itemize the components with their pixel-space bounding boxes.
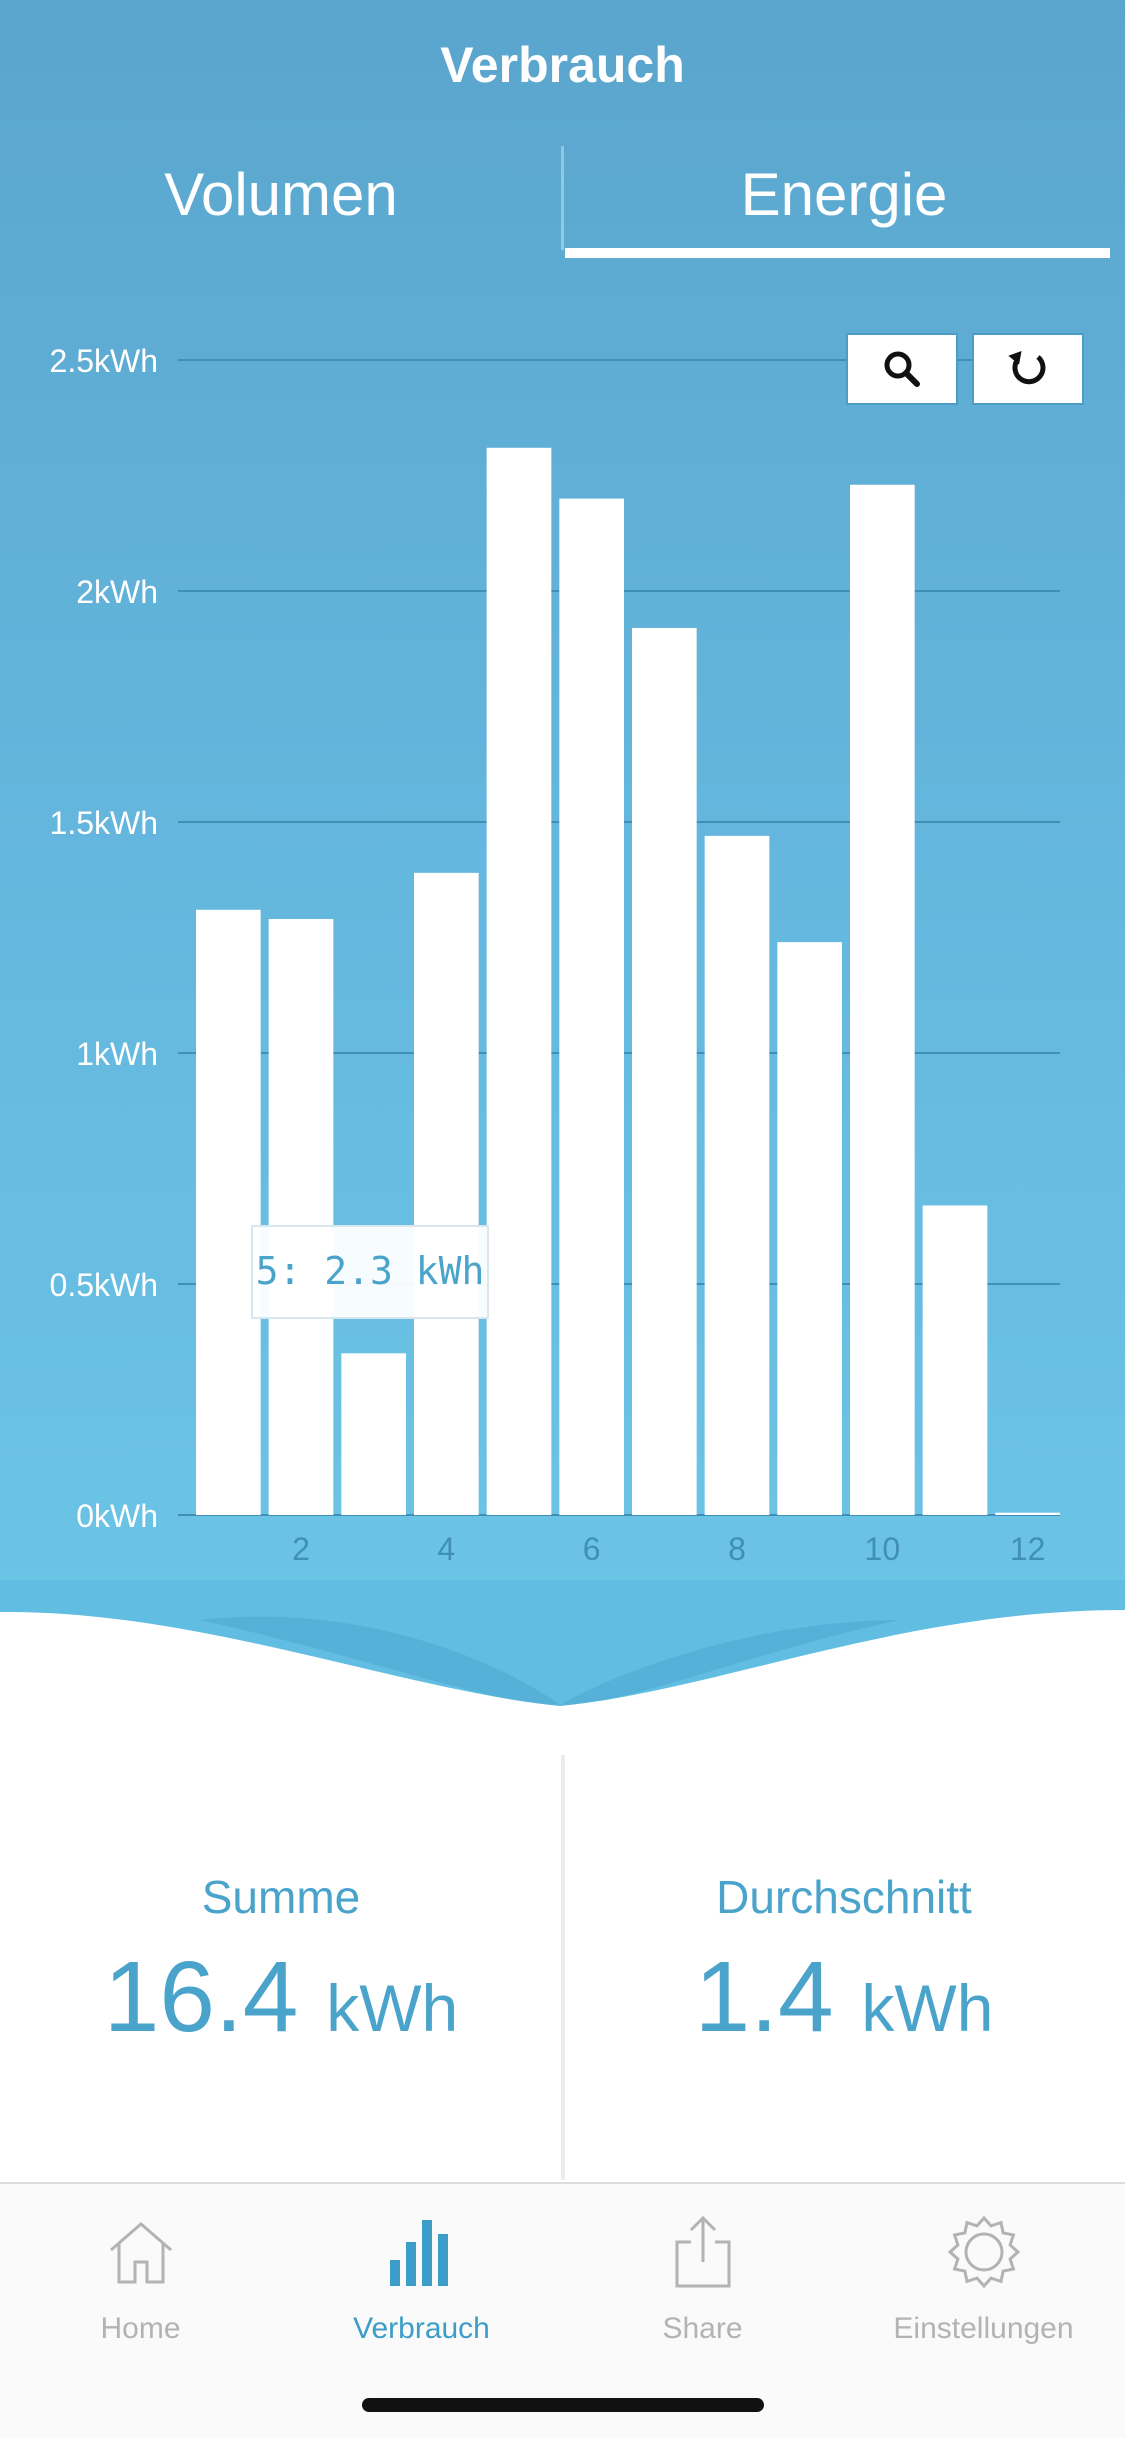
bar [850, 484, 915, 1515]
y-tick-label: 2.5kWh [50, 343, 158, 379]
average-label: Durchschnitt [716, 1871, 972, 1923]
tabbar-label-verbrauch: Verbrauch [353, 2312, 490, 2345]
bar [341, 1353, 406, 1515]
tab-volumen[interactable]: Volumen [164, 161, 398, 228]
y-tick-label: 1.5kWh [50, 805, 158, 841]
x-tick-label: 4 [437, 1531, 455, 1567]
home-icon [110, 2222, 172, 2284]
y-tick-label: 1kWh [76, 1036, 158, 1072]
tabbar-label-home: Home [100, 2312, 181, 2345]
zoom-button[interactable] [846, 333, 958, 405]
bar [268, 919, 334, 1515]
y-tick-label: 2kWh [76, 574, 158, 610]
gear-center [964, 2232, 1004, 2272]
bar [559, 498, 624, 1516]
bar [414, 872, 479, 1515]
x-tick-label: 12 [1010, 1531, 1046, 1567]
active-tab-indicator [565, 248, 1110, 258]
bottom-tab-bar: Home Verbrauch Share Einstellungen [0, 2182, 1125, 2438]
page-title: Verbrauch [440, 37, 685, 93]
average-number: 1.4 [694, 1941, 834, 2053]
chart-tooltip: 5: 2.3 kWh [251, 1225, 489, 1319]
home-indicator [362, 2398, 764, 2412]
summary-section: Summe 16.4 kWh Durchschnitt 1.4 kWh [0, 1740, 1125, 2180]
search-icon [884, 351, 920, 387]
chart-panel: Verbrauch Volumen Energie 0kWh 0.5kWh 1kWh… [0, 0, 1125, 1720]
reset-zoom-button[interactable] [972, 333, 1084, 405]
bar [704, 835, 770, 1515]
tabbar-label-share: Share [662, 2312, 743, 2345]
energy-bar-chart: 0kWh 0.5kWh 1kWh 1.5kWh 2kWh 2.5kWh 2 4 6 8 10 12 5:… [50, 343, 1060, 1567]
average-unit: kWh [861, 1971, 994, 2045]
y-tick-label: 0kWh [76, 1498, 158, 1534]
tabbar-item-einstellungen[interactable]: Einstellungen [843, 2204, 1124, 2345]
sum-unit: kWh [326, 1971, 459, 2045]
bar [196, 909, 261, 1515]
refresh-icon [1008, 350, 1046, 385]
tabbar-label-einstellungen: Einstellungen [893, 2312, 1074, 2345]
wave-divider [0, 1580, 1125, 1730]
bar-chart-icon [390, 2220, 448, 2286]
bar [777, 942, 842, 1515]
sum-number: 16.4 [103, 1941, 299, 2053]
average-value: 1.4 kWh [563, 1940, 1125, 2055]
tooltip-box [251, 1225, 489, 1319]
sum-value: 16.4 kWh [0, 1940, 562, 2055]
bar [922, 1205, 988, 1515]
tabbar-item-share[interactable]: Share [562, 2204, 843, 2345]
tabbar-item-home[interactable]: Home [0, 2204, 281, 2345]
tabbar-item-verbrauch[interactable]: Verbrauch [281, 2204, 562, 2345]
bar [632, 627, 697, 1515]
tooltip-text: 5: 2.3 kWh [256, 1249, 485, 1293]
gear-icon [948, 2216, 1020, 2288]
x-tick-label: 2 [292, 1531, 310, 1567]
tab-divider [561, 146, 564, 250]
y-tick-label: 0.5kWh [50, 1267, 158, 1303]
stat-divider [561, 1755, 565, 2180]
gear-outline [948, 2216, 1020, 2288]
x-tick-label: 8 [728, 1531, 746, 1567]
bar [486, 447, 552, 1515]
share-icon [675, 2216, 731, 2288]
bar [995, 1512, 1060, 1515]
sum-label: Summe [201, 1871, 361, 1923]
tab-energie[interactable]: Energie [740, 161, 948, 228]
x-tick-label: 6 [583, 1531, 601, 1567]
segment-tabs: Volumen Energie [0, 140, 1125, 260]
x-tick-label: 10 [865, 1531, 901, 1567]
